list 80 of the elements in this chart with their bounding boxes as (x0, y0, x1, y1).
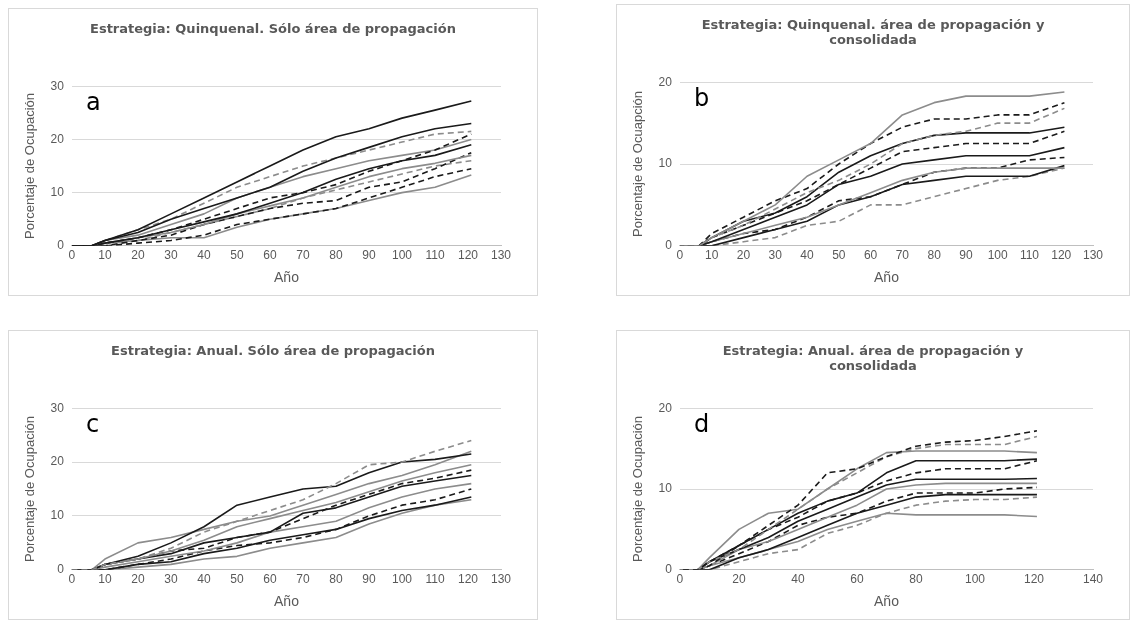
x-tick-label: 120 (1023, 572, 1045, 587)
x-tick-label: 110 (425, 248, 445, 263)
x-tick-label: 20 (736, 248, 751, 263)
x-tick-label: 120 (457, 572, 479, 587)
annotation: c (85, 410, 100, 439)
x-tick-label: 100 (391, 572, 413, 587)
x-tick-label: 60 (850, 572, 864, 587)
y-tick-label: 10 (658, 156, 673, 171)
x-tick-label: 100 (391, 248, 413, 263)
x-axis-title: Año (274, 269, 300, 286)
annotation: a (85, 88, 101, 117)
y-tick-label: 0 (665, 238, 673, 253)
x-tick-label: 0 (676, 248, 684, 263)
x-tick-label: 20 (732, 572, 746, 587)
y-tick-label: 10 (50, 184, 65, 199)
y-axis-title: Porcentaje de Ocupación (22, 416, 38, 562)
y-tick-label: 0 (57, 562, 65, 577)
x-tick-label: 0 (68, 572, 76, 587)
x-tick-label: 40 (800, 248, 815, 263)
y-tick-label: 30 (50, 400, 65, 415)
x-tick-label: 130 (1082, 248, 1104, 263)
x-tick-label: 10 (705, 248, 719, 263)
x-tick-label: 90 (362, 248, 376, 263)
x-tick-label: 30 (164, 572, 178, 587)
x-tick-label: 60 (863, 248, 878, 263)
y-tick-label: 20 (658, 400, 673, 415)
x-tick-label: 120 (457, 248, 479, 263)
annotation: d (693, 410, 710, 439)
y-tick-label: 30 (50, 78, 65, 93)
x-tick-label: 140 (1082, 572, 1104, 587)
x-tick-label: 110 (425, 572, 445, 587)
x-tick-label: 40 (197, 248, 211, 263)
x-tick-label: 50 (832, 248, 846, 263)
y-tick-label: 20 (658, 74, 673, 89)
y-tick-label: 10 (50, 508, 65, 523)
x-tick-label: 120 (1051, 248, 1072, 263)
x-tick-label: 90 (959, 248, 973, 263)
x-tick-label: 70 (895, 248, 910, 263)
x-tick-label: 70 (296, 248, 310, 263)
x-tick-label: 0 (676, 572, 684, 587)
x-tick-label: 30 (164, 248, 178, 263)
y-tick-label: 20 (50, 131, 65, 146)
y-axis-title: Porcentaje de Ocupación (630, 416, 646, 562)
x-tick-label: 30 (768, 248, 783, 263)
x-axis-title: Año (874, 593, 900, 610)
y-tick-label: 20 (50, 454, 65, 469)
x-tick-label: 40 (791, 572, 805, 587)
chart-title: Estrategia: Quinquenal. área de propagación y consolidada (700, 17, 1046, 47)
x-tick-label: 80 (329, 248, 343, 263)
x-tick-label: 80 (927, 248, 942, 263)
x-tick-label: 100 (987, 248, 1009, 263)
y-axis-title: Porcentaje de Ocuapción (630, 91, 646, 237)
chart-title: Estrategia: Quinquenal. Sólo área de propagación (89, 21, 457, 36)
y-axis-title: Porcentaje de Ocupación (22, 93, 38, 239)
x-tick-label: 100 (964, 572, 986, 587)
x-tick-label: 10 (98, 572, 112, 587)
x-tick-label: 20 (131, 572, 145, 587)
y-tick-label: 0 (665, 562, 673, 577)
x-axis-title: Año (874, 269, 900, 286)
x-tick-label: 80 (329, 572, 343, 587)
x-tick-label: 50 (230, 248, 244, 263)
annotation: b (693, 84, 710, 113)
x-tick-label: 60 (263, 248, 277, 263)
chart-title: Estrategia: Anual. área de propagación y consolidada (721, 343, 1025, 373)
x-tick-label: 20 (131, 248, 145, 263)
x-tick-label: 60 (263, 572, 277, 587)
x-tick-label: 130 (490, 248, 512, 263)
x-tick-label: 110 (1019, 248, 1040, 263)
y-tick-label: 0 (57, 238, 65, 253)
x-tick-label: 130 (490, 572, 512, 587)
x-tick-label: 80 (909, 572, 923, 587)
x-tick-label: 0 (68, 248, 76, 263)
x-tick-label: 70 (296, 572, 310, 587)
x-tick-label: 10 (98, 248, 112, 263)
x-tick-label: 50 (230, 572, 244, 587)
y-tick-label: 10 (658, 481, 673, 496)
x-axis-title: Año (274, 593, 300, 610)
x-tick-label: 90 (362, 572, 376, 587)
x-tick-label: 40 (197, 572, 211, 587)
chart-title: Estrategia: Anual. Sólo área de propagación (110, 343, 436, 358)
